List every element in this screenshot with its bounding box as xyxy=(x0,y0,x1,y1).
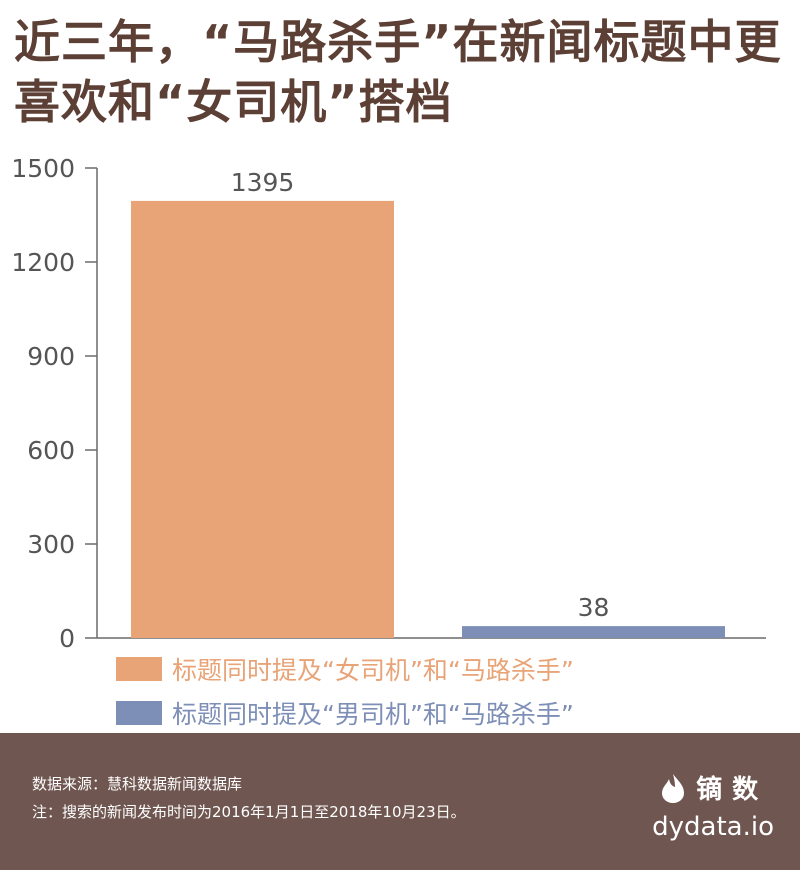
y-tick-label: 600 xyxy=(27,436,75,465)
data-label: 38 xyxy=(578,593,610,622)
y-tick-label: 300 xyxy=(27,530,75,559)
brand: 镝数 dydata.io xyxy=(652,769,774,842)
bar-chart: 0 300 600 900 1200 1500 1395 38 xyxy=(11,154,766,650)
flame-logo-icon xyxy=(662,773,685,803)
y-tick-label: 1200 xyxy=(11,248,75,277)
brand-url: dydata.io xyxy=(652,812,774,842)
legend-item-female: 标题同时提及“女司机”和“马路杀手” xyxy=(116,650,574,688)
y-tick-label: 900 xyxy=(27,342,75,371)
bar xyxy=(131,200,394,638)
legend-label: 标题同时提及“女司机”和“马路杀手” xyxy=(172,656,574,685)
legend-item-male: 标题同时提及“男司机”和“马路杀手” xyxy=(116,694,574,732)
y-tick-label: 1500 xyxy=(11,154,75,183)
legend-swatch xyxy=(116,657,162,681)
data-label: 1395 xyxy=(231,168,295,197)
legend: 标题同时提及“女司机”和“马路杀手” 标题同时提及“男司机”和“马路杀手” xyxy=(116,650,574,738)
date-range-note: 注：搜索的新闻发布时间为2016年1月1日至2018年10月23日。 xyxy=(32,803,466,821)
source-note: 数据来源：慧科数据新闻数据库 xyxy=(32,775,243,793)
legend-label: 标题同时提及“男司机”和“马路杀手” xyxy=(172,700,574,729)
footer: 数据来源：慧科数据新闻数据库 注：搜索的新闻发布时间为2016年1月1日至201… xyxy=(0,733,800,870)
bar xyxy=(462,626,725,638)
y-tick-label: 0 xyxy=(59,624,75,650)
brand-name: 镝数 xyxy=(696,775,769,805)
legend-swatch xyxy=(116,701,162,725)
chart-title: 近三年，“马路杀手”在新闻标题中更喜欢和“女司机”搭档 xyxy=(14,15,782,129)
